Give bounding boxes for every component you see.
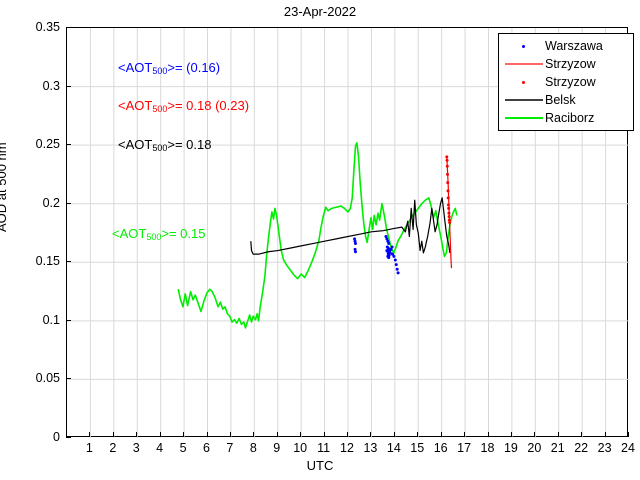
y-tick-mark: [66, 437, 71, 438]
x-tick-mark: [370, 432, 372, 437]
series-line-raciborz: [177, 142, 458, 329]
x-tick-mark: [183, 432, 185, 437]
y-tick-label: 0.35: [35, 20, 60, 34]
x-tick-label: 17: [457, 441, 472, 455]
legend-item-strzyzow-1[interactable]: Strzyzow: [503, 55, 629, 73]
x-tick-label: 9: [273, 441, 281, 455]
x-tick-label: 11: [317, 441, 331, 455]
x-tick-mark: [89, 432, 91, 437]
x-tick-label: 2: [109, 441, 117, 455]
x-tick-mark: [300, 432, 302, 437]
x-tick-label: 5: [179, 441, 187, 455]
x-tick-label: 18: [480, 441, 495, 455]
x-axis-label: UTC: [306, 458, 334, 473]
y-tick-mark: [66, 85, 71, 87]
x-tick-mark: [604, 432, 606, 437]
legend-item-warszawa-0[interactable]: Warszawa: [503, 37, 629, 55]
legend-item-strzyzow-2[interactable]: Strzyzow: [503, 73, 629, 91]
x-tick-mark: [323, 432, 325, 437]
series-dots-warszawa: [353, 235, 400, 275]
legend-label: Strzyzow: [545, 57, 596, 71]
series-dots-strzyzow: [445, 155, 452, 224]
x-tick-mark: [487, 432, 489, 437]
x-tick-label: 8: [249, 441, 257, 455]
y-tick-mark: [66, 378, 71, 380]
legend-dot-icon: [503, 39, 545, 53]
x-tick-mark: [136, 432, 138, 437]
y-tick-label: 0.05: [35, 371, 60, 386]
x-tick-label: 10: [293, 441, 308, 455]
y-axis-label: AOD at 500 nm: [0, 142, 9, 232]
x-tick-label: 21: [550, 441, 565, 455]
series-line-belsk: [250, 197, 451, 255]
x-tick-label: 12: [340, 441, 354, 455]
x-tick-label: 4: [156, 441, 164, 455]
legend-item-raciborz-4[interactable]: Raciborz: [503, 109, 629, 127]
x-tick-mark: [393, 432, 395, 437]
x-tick-mark: [557, 432, 559, 437]
legend: Warszawa Strzyzow Strzyzow Belsk Raciborz: [498, 33, 634, 131]
x-tick-label: 14: [386, 441, 401, 455]
x-tick-mark: [581, 432, 583, 437]
y-tick-mark: [66, 261, 71, 263]
x-tick-label: 16: [433, 441, 448, 455]
y-tick-mark: [66, 27, 71, 28]
x-tick-label: 24: [621, 441, 635, 455]
page-title: 23-Apr-2022: [283, 4, 357, 19]
x-tick-mark: [347, 432, 348, 437]
y-tick-label: 0.25: [35, 137, 60, 152]
x-tick-mark: [464, 432, 466, 437]
x-tick-label: 13: [363, 441, 378, 455]
x-tick-label: 15: [410, 441, 425, 455]
x-tick-label: 3: [132, 441, 140, 455]
legend-dot-icon: [503, 75, 545, 89]
y-tick-label: 0.2: [42, 195, 60, 210]
belsk-mean: <AOT500>= 0.18: [118, 137, 212, 153]
x-tick-mark: [417, 432, 419, 437]
x-tick-mark: [229, 432, 231, 437]
y-tick-mark: [66, 202, 71, 204]
x-tick-mark: [159, 432, 161, 437]
x-tick-label: 7: [226, 441, 234, 455]
legend-line-icon: [503, 57, 545, 71]
legend-line-icon: [503, 93, 545, 107]
x-tick-mark: [112, 432, 114, 437]
x-tick-label: 6: [203, 441, 210, 455]
x-tick-label: 22: [574, 441, 589, 455]
x-tick-mark: [534, 432, 536, 437]
legend-label: Belsk: [545, 93, 576, 107]
legend-line-icon: [503, 111, 545, 125]
y-tick-mark: [66, 319, 71, 321]
x-tick-label: 19: [503, 441, 518, 455]
x-tick-label: 20: [527, 441, 542, 455]
legend-item-belsk-3[interactable]: Belsk: [503, 91, 629, 109]
y-tick-label: 0.15: [35, 254, 60, 269]
y-tick-label: 0: [53, 430, 60, 444]
y-tick-label: 0.1: [42, 312, 60, 327]
x-tick-label: 1: [85, 441, 93, 455]
x-tick-mark: [276, 432, 278, 437]
y-tick-mark: [66, 144, 71, 146]
legend-label: Strzyzow: [545, 75, 596, 89]
x-tick-mark: [253, 432, 255, 437]
legend-label: Raciborz: [545, 111, 595, 125]
strzyzow-mean: <AOT500>= 0.18 (0.23): [118, 98, 250, 114]
x-tick-mark: [628, 432, 629, 437]
legend-label: Warszawa: [545, 39, 603, 53]
x-tick-mark: [510, 432, 512, 437]
warszawa-mean: <AOT500>= (0.16): [118, 60, 221, 76]
x-tick-label: 23: [597, 441, 612, 455]
raciborz-mean: <AOT500>= 0.15: [112, 226, 206, 242]
x-tick-mark: [440, 432, 442, 437]
x-tick-mark: [206, 432, 208, 437]
data-layer: [177, 142, 458, 329]
y-tick-label: 0.3: [42, 78, 60, 93]
